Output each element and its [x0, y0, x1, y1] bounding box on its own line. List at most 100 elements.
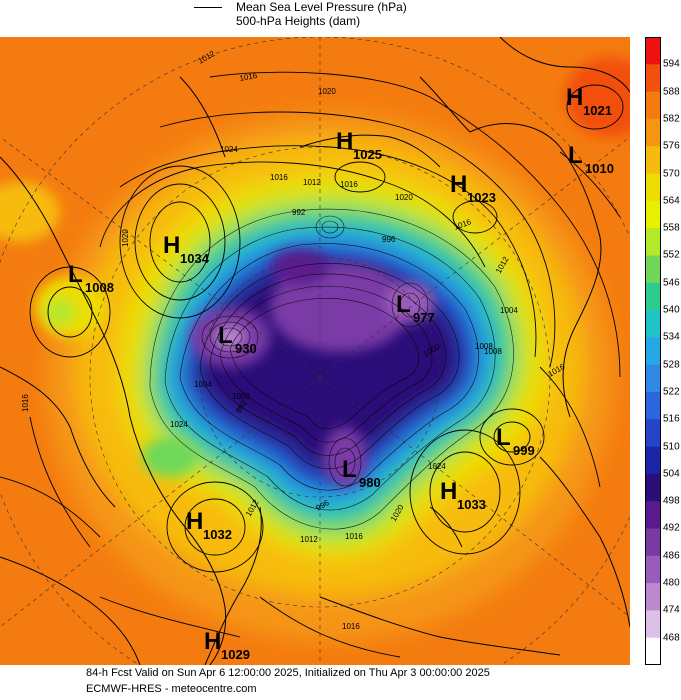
colorbar-swatch: [645, 501, 661, 529]
colorbar-swatch: [645, 446, 661, 475]
isobar-value-label: 1016: [342, 622, 360, 631]
colorbar-level-label: 576: [663, 140, 680, 152]
center-pressure-value: 999: [513, 443, 535, 458]
pressure-center: L 1008: [68, 261, 114, 295]
colorbar-swatch: [645, 391, 661, 420]
center-pressure-value: 1021: [583, 103, 612, 118]
center-pressure-value: 1029: [221, 647, 250, 662]
isobar-value-label: 1016: [239, 71, 259, 83]
isobar-value-label: 1004: [500, 306, 518, 315]
center-type-letter: L: [68, 261, 83, 288]
colorbar-swatch: [645, 91, 661, 120]
colorbar-level-label: 516: [663, 413, 680, 425]
colorbar-swatch: [645, 473, 661, 502]
colorbar-swatch: [645, 555, 661, 584]
colorbar-swatch: [645, 364, 661, 393]
pressure-center: H 1033: [440, 478, 486, 512]
legend-heights-label: 500-hPa Heights (dam): [236, 14, 361, 28]
colorbar-swatch: [645, 610, 661, 639]
colorbar-level-label: 582: [663, 113, 680, 125]
pressure-center: H 1023: [450, 171, 496, 205]
colorbar-swatch: [645, 419, 661, 448]
colorbar-level-label: 534: [663, 331, 680, 343]
center-pressure-value: 1023: [467, 190, 496, 205]
isobar-value-label: 1016: [21, 394, 30, 412]
colorbar-level-label: 558: [663, 222, 680, 234]
pressure-center: H 1032: [186, 508, 232, 542]
colorbar-swatch: [645, 173, 661, 202]
colorbar-level-label: 570: [663, 168, 680, 180]
pressure-center: H 1025: [336, 128, 382, 162]
colorbar-swatch: [645, 337, 661, 366]
isobar-value-label: 1016: [340, 180, 358, 189]
colorbar-swatch: [645, 118, 661, 147]
legend-mslp-label: Mean Sea Level Pressure (hPa): [236, 0, 407, 14]
center-type-letter: H: [450, 171, 467, 198]
source-credit-text: ECMWF-HRES - meteocentre.com: [86, 683, 257, 695]
isobar-value-label: 996: [382, 235, 396, 244]
colorbar-swatch: [645, 528, 661, 557]
isobar-value-label: 1020: [318, 87, 336, 96]
colorbar: [645, 37, 661, 666]
isobar-value-label: 992: [292, 208, 306, 217]
height-contours: [149, 208, 514, 530]
colorbar-border: [645, 37, 661, 665]
center-type-letter: L: [396, 291, 411, 318]
pressure-center: H 1029: [204, 628, 250, 662]
center-pressure-value: 1025: [353, 147, 382, 162]
center-type-letter: L: [496, 424, 511, 451]
center-type-letter: L: [568, 142, 583, 169]
pressure-center: H 1021: [566, 84, 612, 118]
colorbar-swatch: [645, 310, 661, 338]
isobar-value-label: 1016: [345, 532, 363, 541]
isobar-value-label: 1024: [220, 145, 238, 154]
colorbar-level-label: 498: [663, 495, 680, 507]
pressure-center: L 980: [342, 456, 381, 490]
colorbar-swatch: [645, 637, 661, 666]
colorbar-labels: 594 588 582 576 570 564 558 552 546 540 534 528 522 5…: [663, 37, 681, 665]
center-type-letter: L: [342, 456, 357, 483]
isobar-value-label: 1016: [270, 173, 288, 182]
colorbar-level-label: 540: [663, 304, 680, 316]
isobar-value-label: 1012: [303, 178, 321, 187]
center-pressure-value: 977: [413, 310, 435, 325]
center-type-letter: H: [186, 508, 203, 535]
forecast-valid-text: 84-h Fcst Valid on Sun Apr 6 12:00:00 20…: [86, 667, 490, 679]
colorbar-level-label: 480: [663, 577, 680, 589]
isobar-value-label: 1012: [300, 535, 318, 544]
colorbar-swatch: [645, 64, 661, 93]
isobar-value-label: 1008: [484, 347, 502, 356]
isobar-value-label: 1024: [428, 462, 446, 471]
center-pressure-value: 980: [359, 475, 381, 490]
colorbar-level-label: 492: [663, 522, 680, 534]
colorbar-level-label: 468: [663, 632, 680, 644]
isobar-value-label: 1008: [475, 342, 493, 351]
pressure-center: H 1034: [163, 232, 210, 266]
weather-map: 1012 1016 1020 1024 1016 1012 1020 1016 1012 1004…: [0, 37, 630, 665]
colorbar-level-label: 588: [663, 86, 680, 98]
center-pressure-value: 930: [235, 341, 257, 356]
pressure-center: L 930: [218, 322, 257, 356]
isobar-value-label: 1020: [121, 229, 130, 247]
colorbar-level-label: 594: [663, 58, 680, 70]
center-type-letter: H: [566, 84, 583, 111]
colorbar-svg: [645, 37, 661, 666]
height-field: [0, 37, 630, 665]
colorbar-level-label: 504: [663, 468, 680, 480]
colorbar-swatch: [645, 228, 661, 256]
colorbar-swatch: [645, 146, 661, 175]
colorbar-swatch: [645, 583, 661, 611]
isobar-value-label: 1004: [194, 380, 212, 389]
colorbar-level-label: 510: [663, 441, 680, 453]
center-pressure-value: 1010: [585, 161, 614, 176]
center-type-letter: H: [163, 232, 180, 259]
pressure-center: L 999: [496, 424, 535, 458]
colorbar-level-label: 474: [663, 604, 680, 616]
center-pressure-value: 1008: [85, 280, 114, 295]
center-type-letter: L: [218, 322, 233, 349]
isobar-value-label: 1000: [232, 392, 250, 401]
legend-line-sample: [194, 7, 222, 8]
center-type-letter: H: [204, 628, 221, 655]
pressure-center: L 1010: [568, 142, 614, 176]
